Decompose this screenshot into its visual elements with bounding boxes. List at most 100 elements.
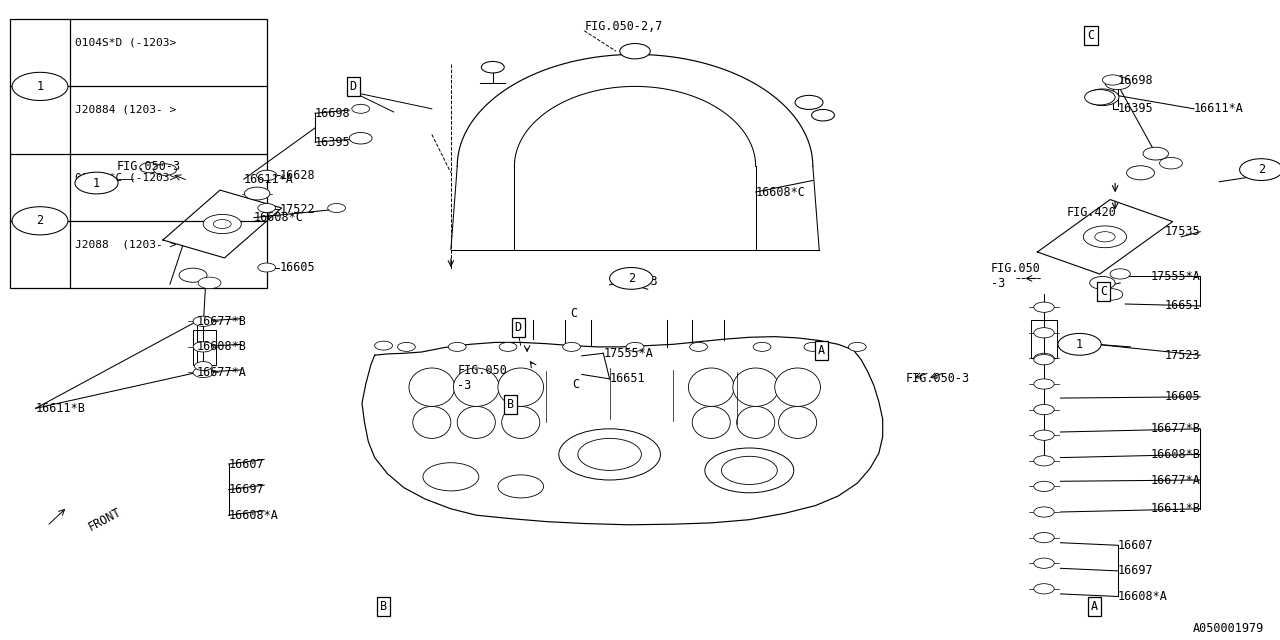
Text: 16677*B: 16677*B (1151, 422, 1201, 435)
Circle shape (1034, 328, 1055, 338)
Circle shape (1034, 481, 1055, 492)
Text: 16677*B: 16677*B (197, 315, 247, 328)
Circle shape (1100, 289, 1123, 300)
Circle shape (577, 438, 641, 470)
Circle shape (1143, 147, 1169, 160)
Text: B: B (380, 600, 387, 613)
Text: 0104S*C (-1203>: 0104S*C (-1203> (76, 172, 177, 182)
Circle shape (1034, 379, 1055, 389)
Circle shape (1083, 226, 1126, 248)
Text: 16697: 16697 (229, 483, 264, 496)
Circle shape (198, 277, 221, 289)
Circle shape (795, 95, 823, 109)
Circle shape (705, 448, 794, 493)
Circle shape (1084, 90, 1115, 105)
Text: 16395: 16395 (1117, 102, 1153, 115)
Circle shape (753, 342, 771, 351)
Text: 16608*C: 16608*C (253, 211, 303, 224)
Circle shape (1160, 157, 1183, 169)
Text: C: C (571, 307, 577, 320)
Text: 16697: 16697 (1117, 564, 1153, 577)
Circle shape (1034, 404, 1055, 415)
Circle shape (1094, 232, 1115, 242)
Ellipse shape (737, 406, 774, 438)
Text: FIG.050-3: FIG.050-3 (116, 160, 180, 173)
Text: 1: 1 (1076, 338, 1083, 351)
Text: 1: 1 (93, 177, 100, 189)
Circle shape (1089, 276, 1115, 289)
Circle shape (498, 475, 544, 498)
Circle shape (257, 263, 275, 272)
Text: 17523: 17523 (1165, 349, 1201, 362)
Circle shape (620, 44, 650, 59)
Text: FIG.420: FIG.420 (1066, 206, 1116, 219)
Circle shape (1034, 532, 1055, 543)
Circle shape (690, 342, 708, 351)
Text: 16651: 16651 (1165, 300, 1201, 312)
Text: 0104S*D (-1203>: 0104S*D (-1203> (76, 38, 177, 48)
Circle shape (179, 268, 207, 282)
Circle shape (1239, 159, 1280, 180)
Text: 16611*A: 16611*A (244, 173, 293, 186)
Text: 2: 2 (1258, 163, 1265, 176)
Ellipse shape (733, 368, 778, 406)
Text: 16698: 16698 (315, 107, 351, 120)
Text: 17535: 17535 (1165, 225, 1201, 238)
Text: 16605: 16605 (1165, 390, 1201, 403)
Text: D: D (515, 321, 522, 334)
Text: A050001979: A050001979 (1193, 622, 1263, 635)
Text: A: A (818, 344, 826, 356)
Ellipse shape (692, 406, 731, 438)
Text: 16608*C: 16608*C (755, 186, 805, 198)
Circle shape (1075, 339, 1096, 349)
Text: 17555*A: 17555*A (1151, 270, 1201, 283)
Ellipse shape (498, 368, 544, 406)
Ellipse shape (410, 368, 454, 406)
Text: 16628: 16628 (279, 169, 315, 182)
Circle shape (12, 72, 68, 100)
Circle shape (422, 463, 479, 491)
Text: C: C (572, 378, 579, 390)
Circle shape (1102, 75, 1123, 85)
Ellipse shape (778, 406, 817, 438)
Circle shape (193, 342, 214, 352)
Circle shape (244, 187, 270, 200)
Circle shape (193, 316, 214, 326)
Text: 2: 2 (627, 272, 635, 285)
Text: 16607: 16607 (1117, 539, 1153, 552)
Circle shape (448, 342, 466, 351)
Text: 16605: 16605 (279, 261, 315, 274)
Circle shape (398, 342, 415, 351)
Circle shape (849, 342, 867, 351)
Text: 17522: 17522 (279, 203, 315, 216)
Circle shape (812, 109, 835, 121)
Ellipse shape (502, 406, 540, 438)
Text: 16608*A: 16608*A (229, 509, 279, 522)
Text: FIG.050-2,7: FIG.050-2,7 (584, 20, 663, 33)
Text: 16608*A: 16608*A (1117, 590, 1167, 603)
Text: FIG.050-3: FIG.050-3 (905, 372, 970, 385)
Circle shape (1034, 353, 1055, 364)
Circle shape (1034, 302, 1055, 312)
Text: B: B (507, 398, 515, 411)
Circle shape (195, 362, 212, 371)
Text: 16651: 16651 (609, 372, 645, 385)
Circle shape (1034, 507, 1055, 517)
Text: J20884 (1203- >: J20884 (1203- > (76, 105, 177, 115)
Text: 17533: 17533 (622, 275, 658, 288)
Circle shape (154, 164, 177, 175)
Bar (10, 19, 266, 288)
Circle shape (375, 341, 393, 350)
Circle shape (352, 104, 370, 113)
Circle shape (499, 342, 517, 351)
Circle shape (626, 342, 644, 351)
Text: 16607: 16607 (229, 458, 264, 470)
Circle shape (140, 163, 160, 173)
Text: 16677*A: 16677*A (197, 366, 247, 379)
Circle shape (609, 268, 653, 289)
Text: C: C (1100, 285, 1107, 298)
Circle shape (559, 429, 660, 480)
Circle shape (1034, 558, 1055, 568)
Ellipse shape (457, 406, 495, 438)
Ellipse shape (774, 368, 820, 406)
